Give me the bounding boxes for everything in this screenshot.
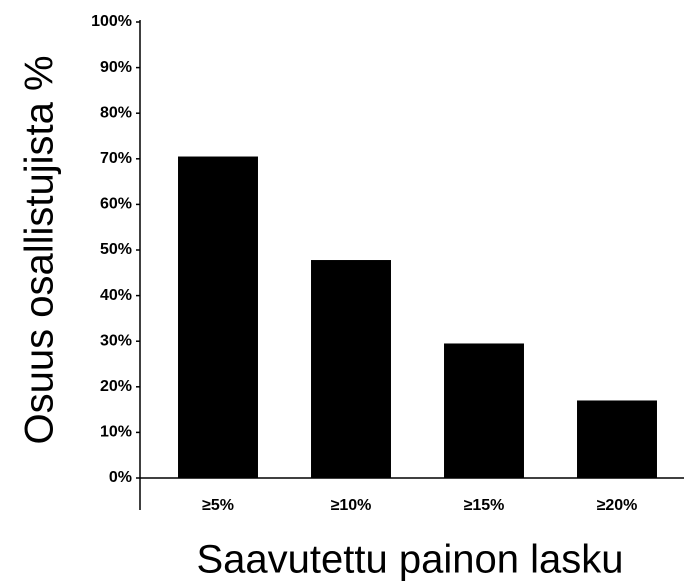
y-tick-label: 30% — [100, 332, 132, 349]
y-tick-label: 90% — [100, 59, 132, 76]
y-tick-label: 40% — [100, 287, 132, 304]
x-tick-label: ≥5% — [202, 497, 234, 514]
y-tick-label: 70% — [100, 150, 132, 167]
y-tick-label: 0% — [109, 469, 132, 486]
x-tick-label: ≥20% — [597, 497, 638, 514]
y-tick-label: 20% — [100, 378, 132, 395]
bar — [577, 400, 657, 478]
y-tick-label: 50% — [100, 241, 132, 258]
y-tick-label: 10% — [100, 424, 132, 441]
bar — [178, 156, 258, 478]
y-tick-label: 100% — [91, 13, 132, 30]
y-tick-label: 60% — [100, 196, 132, 213]
x-tick-label: ≥10% — [331, 497, 372, 514]
x-axis-title: Saavutettu painon lasku — [197, 538, 624, 582]
y-tick-label: 80% — [100, 104, 132, 121]
x-tick-label: ≥15% — [464, 497, 505, 514]
y-axis-title: Osuus osallistujista % — [18, 55, 62, 444]
bar — [444, 343, 524, 478]
bar — [311, 260, 391, 478]
